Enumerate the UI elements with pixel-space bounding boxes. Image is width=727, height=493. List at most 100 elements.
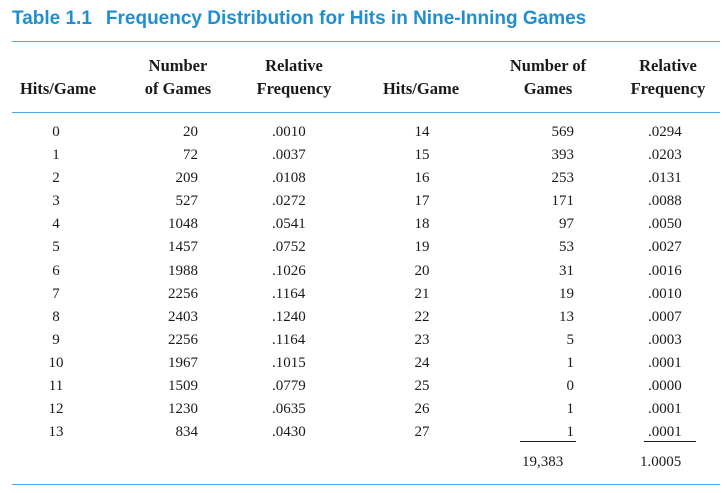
- table-number: Table 1.1: [12, 8, 92, 29]
- cell-games: 1: [566, 401, 575, 418]
- cell-games: 253: [551, 170, 575, 187]
- cell-relative-frequency: .0016: [648, 262, 682, 279]
- cell-relative-frequency: .0541: [272, 216, 306, 233]
- cell-relative-frequency: .0779: [272, 378, 306, 395]
- header-games-left: Number of Games: [130, 54, 226, 100]
- table-title: Table 1.1 Frequency Distribution for Hits…: [12, 8, 720, 42]
- cell-hits: 4: [52, 216, 60, 233]
- column-hits-left: 0 1 2 3 4 5 6 7 8 9 10 11 12 13: [36, 121, 76, 444]
- cell-games: 31: [559, 262, 574, 279]
- cell-games: 2256: [168, 285, 198, 302]
- cell-hits: 6: [52, 262, 60, 279]
- cell-relative-frequency: .0003: [648, 331, 682, 348]
- header-rel-right-line2: Frequency: [630, 79, 706, 98]
- cell-games: 97: [559, 216, 574, 233]
- sum-line-games: [520, 441, 576, 442]
- cell-hits: 21: [414, 285, 430, 302]
- cell-games: 1230: [168, 401, 198, 418]
- cell-hits: 3: [52, 193, 60, 210]
- cell-hits: 26: [414, 401, 430, 418]
- total-relative: 1.0005: [640, 454, 682, 470]
- cell-relative-frequency: .0001: [648, 401, 682, 418]
- cell-hits: 0: [52, 124, 60, 140]
- cell-games: 5: [566, 331, 575, 348]
- cell-hits: 20: [414, 262, 430, 279]
- cell-relative-frequency: .0430: [272, 424, 306, 441]
- cell-relative-frequency: .0294: [648, 124, 682, 140]
- cell-hits: 10: [48, 354, 64, 371]
- header-games-left-line2: of Games: [144, 79, 212, 98]
- cell-hits: 14: [414, 124, 430, 140]
- cell-hits: 15: [414, 147, 430, 164]
- header-games-left-line1: Number: [148, 56, 208, 75]
- header-rule: [12, 112, 720, 113]
- cell-hits: 13: [48, 424, 64, 441]
- cell-games: 20: [183, 124, 198, 140]
- top-rule: [12, 41, 720, 42]
- cell-games: 13: [559, 308, 574, 325]
- cell-relative-frequency: .0010: [648, 285, 682, 302]
- cell-games: 1: [566, 354, 575, 371]
- cell-games: 1457: [168, 239, 198, 256]
- cell-relative-frequency: .0000: [648, 378, 682, 395]
- cell-relative-frequency: .1164: [272, 285, 306, 302]
- cell-hits: 16: [414, 170, 430, 187]
- cell-relative-frequency: .0010: [272, 124, 306, 140]
- cell-games: 19: [559, 285, 574, 302]
- cell-hits: 8: [52, 308, 60, 325]
- cell-games: 171: [551, 193, 575, 210]
- cell-relative-frequency: .0001: [648, 424, 682, 441]
- header-games-right-line2: Games: [523, 79, 573, 98]
- cell-games: 0: [566, 378, 575, 395]
- column-hits-right: 14 15 16 17 18 19 20 21 22 23 24 25 26 27: [402, 121, 442, 444]
- column-rel-left: .0010 .0037 .0108 .0272 .0541 .0752 .1026 .1164…: [272, 121, 332, 444]
- header-games-right-line1: Number of: [509, 56, 587, 75]
- column-games-left: 20 72 209 527 1048 1457 1988 2256 2403 2256 1967 15…: [140, 121, 198, 444]
- cell-relative-frequency: .0131: [648, 170, 682, 187]
- cell-games: 1: [566, 424, 575, 441]
- cell-relative-frequency: .0088: [648, 193, 682, 210]
- cell-hits: 12: [48, 401, 64, 418]
- cell-games: 2403: [168, 308, 198, 325]
- cell-relative-frequency: .0007: [648, 308, 682, 325]
- cell-hits: 17: [414, 193, 430, 210]
- column-rel-right: .0294 .0203 .0131 .0088 .0050 .0027 .0016 .0010…: [648, 121, 708, 444]
- cell-hits: 25: [414, 378, 430, 395]
- cell-relative-frequency: .0037: [272, 147, 306, 164]
- cell-relative-frequency: .0272: [272, 193, 306, 210]
- cell-relative-frequency: .0108: [272, 170, 306, 187]
- sum-line-relative: [644, 441, 696, 442]
- cell-games: 72: [183, 147, 198, 164]
- cell-games: 1967: [168, 354, 198, 371]
- cell-relative-frequency: .1164: [272, 331, 306, 348]
- cell-games: 209: [175, 170, 199, 187]
- header-games-right: Number of Games: [498, 54, 598, 100]
- cell-hits: 7: [52, 285, 60, 302]
- cell-games: 2256: [168, 331, 198, 348]
- cell-games: 1048: [168, 216, 198, 233]
- cell-relative-frequency: .0635: [272, 401, 306, 418]
- cell-hits: 2: [52, 170, 60, 187]
- header-hits-right: Hits/Game: [382, 79, 460, 98]
- cell-relative-frequency: .1026: [272, 262, 306, 279]
- total-games: 19,383: [522, 454, 564, 470]
- cell-games: 1988: [168, 262, 198, 279]
- cell-games: 53: [559, 239, 574, 256]
- header-hits-left: Hits/Game: [19, 79, 97, 98]
- cell-hits: 24: [414, 354, 430, 371]
- cell-hits: 22: [414, 308, 430, 325]
- table-caption: Frequency Distribution for Hits in Nine-…: [105, 8, 587, 29]
- header-rel-left-line1: Relative: [265, 56, 323, 75]
- cell-hits: 27: [414, 424, 430, 441]
- cell-relative-frequency: .1240: [272, 308, 306, 325]
- bottom-rule: [12, 484, 720, 485]
- cell-hits: 18: [414, 216, 430, 233]
- cell-relative-frequency: .0752: [272, 239, 306, 256]
- header-rel-left-line2: Frequency: [256, 79, 332, 98]
- header-rel-right: Relative Frequency: [618, 54, 718, 100]
- header-rel-left: Relative Frequency: [246, 54, 342, 100]
- header-rel-right-line1: Relative: [639, 56, 697, 75]
- column-games-right: 569 393 253 171 97 53 31 19 13 5 1 0 1 1: [516, 121, 575, 444]
- cell-games: 569: [551, 124, 575, 140]
- cell-relative-frequency: .0001: [648, 354, 682, 371]
